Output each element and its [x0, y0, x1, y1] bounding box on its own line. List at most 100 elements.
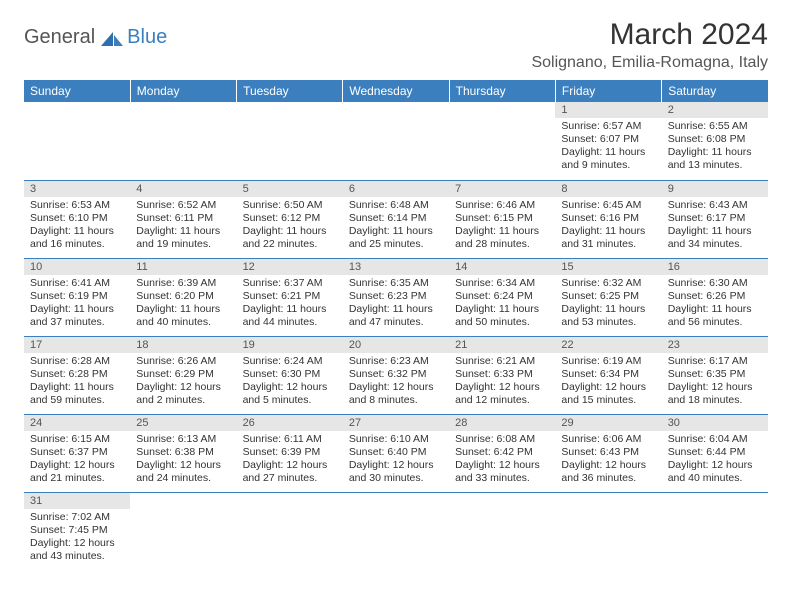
- day-info: Sunrise: 6:24 AMSunset: 6:30 PMDaylight:…: [237, 353, 343, 410]
- daylight-text: Daylight: 11 hours and 47 minutes.: [349, 303, 443, 329]
- calendar-cell: 19Sunrise: 6:24 AMSunset: 6:30 PMDayligh…: [237, 336, 343, 414]
- daylight-text: Daylight: 11 hours and 40 minutes.: [136, 303, 230, 329]
- day-info: Sunrise: 6:23 AMSunset: 6:32 PMDaylight:…: [343, 353, 449, 410]
- page-title: March 2024: [531, 18, 768, 52]
- sunset-text: Sunset: 6:35 PM: [668, 368, 762, 381]
- day-info: Sunrise: 6:26 AMSunset: 6:29 PMDaylight:…: [130, 353, 236, 410]
- day-number: 25: [130, 415, 236, 431]
- sunset-text: Sunset: 6:08 PM: [668, 133, 762, 146]
- sunrise-text: Sunrise: 6:21 AM: [455, 355, 549, 368]
- weekday-header: Friday: [555, 80, 661, 102]
- calendar-cell: [343, 492, 449, 570]
- sunset-text: Sunset: 6:43 PM: [561, 446, 655, 459]
- day-info: Sunrise: 7:02 AMSunset: 7:45 PMDaylight:…: [24, 509, 130, 566]
- calendar-cell: 2Sunrise: 6:55 AMSunset: 6:08 PMDaylight…: [662, 102, 768, 180]
- calendar-cell: 28Sunrise: 6:08 AMSunset: 6:42 PMDayligh…: [449, 414, 555, 492]
- day-number: 17: [24, 337, 130, 353]
- sunrise-text: Sunrise: 6:24 AM: [243, 355, 337, 368]
- calendar-week-row: 10Sunrise: 6:41 AMSunset: 6:19 PMDayligh…: [24, 258, 768, 336]
- day-number: 26: [237, 415, 343, 431]
- sunrise-text: Sunrise: 6:11 AM: [243, 433, 337, 446]
- calendar-cell: 5Sunrise: 6:50 AMSunset: 6:12 PMDaylight…: [237, 180, 343, 258]
- calendar-cell: 11Sunrise: 6:39 AMSunset: 6:20 PMDayligh…: [130, 258, 236, 336]
- day-info: Sunrise: 6:48 AMSunset: 6:14 PMDaylight:…: [343, 197, 449, 254]
- day-number: 15: [555, 259, 661, 275]
- sunset-text: Sunset: 6:28 PM: [30, 368, 124, 381]
- calendar-cell: 20Sunrise: 6:23 AMSunset: 6:32 PMDayligh…: [343, 336, 449, 414]
- sunrise-text: Sunrise: 6:15 AM: [30, 433, 124, 446]
- calendar-week-row: 24Sunrise: 6:15 AMSunset: 6:37 PMDayligh…: [24, 414, 768, 492]
- daylight-text: Daylight: 12 hours and 33 minutes.: [455, 459, 549, 485]
- day-number: 21: [449, 337, 555, 353]
- sunset-text: Sunset: 6:30 PM: [243, 368, 337, 381]
- sunset-text: Sunset: 6:07 PM: [561, 133, 655, 146]
- calendar-cell: 24Sunrise: 6:15 AMSunset: 6:37 PMDayligh…: [24, 414, 130, 492]
- day-number: 20: [343, 337, 449, 353]
- day-number: 30: [662, 415, 768, 431]
- daylight-text: Daylight: 11 hours and 44 minutes.: [243, 303, 337, 329]
- day-number: 5: [237, 181, 343, 197]
- daylight-text: Daylight: 12 hours and 15 minutes.: [561, 381, 655, 407]
- sunrise-text: Sunrise: 6:17 AM: [668, 355, 762, 368]
- calendar-week-row: 3Sunrise: 6:53 AMSunset: 6:10 PMDaylight…: [24, 180, 768, 258]
- daylight-text: Daylight: 11 hours and 16 minutes.: [30, 225, 124, 251]
- sunset-text: Sunset: 6:11 PM: [136, 212, 230, 225]
- daylight-text: Daylight: 11 hours and 9 minutes.: [561, 146, 655, 172]
- day-number: 14: [449, 259, 555, 275]
- calendar-cell: 26Sunrise: 6:11 AMSunset: 6:39 PMDayligh…: [237, 414, 343, 492]
- day-info: Sunrise: 6:37 AMSunset: 6:21 PMDaylight:…: [237, 275, 343, 332]
- day-info: Sunrise: 6:11 AMSunset: 6:39 PMDaylight:…: [237, 431, 343, 488]
- daylight-text: Daylight: 11 hours and 28 minutes.: [455, 225, 549, 251]
- weekday-header: Thursday: [449, 80, 555, 102]
- day-info: Sunrise: 6:28 AMSunset: 6:28 PMDaylight:…: [24, 353, 130, 410]
- day-info: Sunrise: 6:17 AMSunset: 6:35 PMDaylight:…: [662, 353, 768, 410]
- calendar-cell: 8Sunrise: 6:45 AMSunset: 6:16 PMDaylight…: [555, 180, 661, 258]
- calendar-week-row: 1Sunrise: 6:57 AMSunset: 6:07 PMDaylight…: [24, 102, 768, 180]
- sunset-text: Sunset: 6:25 PM: [561, 290, 655, 303]
- day-number: 1: [555, 102, 661, 118]
- daylight-text: Daylight: 12 hours and 43 minutes.: [30, 537, 124, 563]
- day-info: Sunrise: 6:41 AMSunset: 6:19 PMDaylight:…: [24, 275, 130, 332]
- day-number: 28: [449, 415, 555, 431]
- day-number: 18: [130, 337, 236, 353]
- title-block: March 2024 Solignano, Emilia-Romagna, It…: [531, 18, 768, 72]
- day-info: Sunrise: 6:13 AMSunset: 6:38 PMDaylight:…: [130, 431, 236, 488]
- day-info: Sunrise: 6:19 AMSunset: 6:34 PMDaylight:…: [555, 353, 661, 410]
- day-info: Sunrise: 6:45 AMSunset: 6:16 PMDaylight:…: [555, 197, 661, 254]
- day-number: 11: [130, 259, 236, 275]
- day-number: 31: [24, 493, 130, 509]
- day-info: Sunrise: 6:57 AMSunset: 6:07 PMDaylight:…: [555, 118, 661, 175]
- day-number: 4: [130, 181, 236, 197]
- location: Solignano, Emilia-Romagna, Italy: [531, 54, 768, 72]
- daylight-text: Daylight: 12 hours and 12 minutes.: [455, 381, 549, 407]
- day-number: 23: [662, 337, 768, 353]
- daylight-text: Daylight: 11 hours and 53 minutes.: [561, 303, 655, 329]
- calendar-cell: 17Sunrise: 6:28 AMSunset: 6:28 PMDayligh…: [24, 336, 130, 414]
- sunset-text: Sunset: 6:38 PM: [136, 446, 230, 459]
- daylight-text: Daylight: 12 hours and 5 minutes.: [243, 381, 337, 407]
- daylight-text: Daylight: 12 hours and 30 minutes.: [349, 459, 443, 485]
- sunrise-text: Sunrise: 6:23 AM: [349, 355, 443, 368]
- sunrise-text: Sunrise: 6:08 AM: [455, 433, 549, 446]
- weekday-header: Saturday: [662, 80, 768, 102]
- calendar-cell: [449, 102, 555, 180]
- calendar-cell: 12Sunrise: 6:37 AMSunset: 6:21 PMDayligh…: [237, 258, 343, 336]
- sunrise-text: Sunrise: 6:45 AM: [561, 199, 655, 212]
- sunset-text: Sunset: 6:16 PM: [561, 212, 655, 225]
- sunrise-text: Sunrise: 6:32 AM: [561, 277, 655, 290]
- sunrise-text: Sunrise: 6:52 AM: [136, 199, 230, 212]
- calendar-cell: 4Sunrise: 6:52 AMSunset: 6:11 PMDaylight…: [130, 180, 236, 258]
- day-info: Sunrise: 6:39 AMSunset: 6:20 PMDaylight:…: [130, 275, 236, 332]
- day-info: Sunrise: 6:55 AMSunset: 6:08 PMDaylight:…: [662, 118, 768, 175]
- sunrise-text: Sunrise: 6:34 AM: [455, 277, 549, 290]
- day-info: Sunrise: 6:46 AMSunset: 6:15 PMDaylight:…: [449, 197, 555, 254]
- sunset-text: Sunset: 6:37 PM: [30, 446, 124, 459]
- sunrise-text: Sunrise: 6:53 AM: [30, 199, 124, 212]
- day-info: Sunrise: 6:04 AMSunset: 6:44 PMDaylight:…: [662, 431, 768, 488]
- calendar-cell: [130, 492, 236, 570]
- sunset-text: Sunset: 6:32 PM: [349, 368, 443, 381]
- calendar-cell: 1Sunrise: 6:57 AMSunset: 6:07 PMDaylight…: [555, 102, 661, 180]
- weekday-header-row: Sunday Monday Tuesday Wednesday Thursday…: [24, 80, 768, 102]
- calendar-cell: 29Sunrise: 6:06 AMSunset: 6:43 PMDayligh…: [555, 414, 661, 492]
- daylight-text: Daylight: 11 hours and 50 minutes.: [455, 303, 549, 329]
